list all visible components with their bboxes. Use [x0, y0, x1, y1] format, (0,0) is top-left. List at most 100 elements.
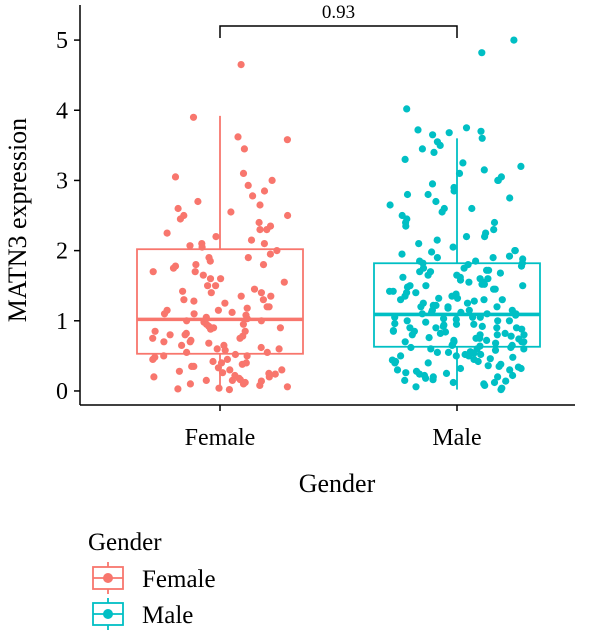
data-point — [518, 325, 526, 333]
data-point — [505, 252, 514, 260]
data-point — [204, 282, 212, 290]
data-point — [495, 362, 503, 370]
data-point — [237, 61, 245, 69]
data-point — [149, 334, 157, 342]
data-point — [424, 190, 432, 199]
y-tick-label: 3 — [56, 168, 68, 194]
x-ticks: Female Male — [185, 405, 482, 451]
data-point — [509, 353, 517, 361]
data-point — [227, 208, 235, 216]
data-point — [459, 159, 467, 167]
data-point — [175, 367, 183, 375]
p-value-label: 0.93 — [322, 2, 355, 23]
data-point — [433, 236, 441, 244]
data-point — [226, 366, 234, 374]
data-point — [406, 282, 414, 290]
x-axis-title: Gender — [299, 469, 376, 498]
data-point — [416, 268, 424, 276]
data-point — [236, 334, 244, 342]
legend-key-dot — [103, 573, 113, 583]
data-point — [448, 292, 456, 300]
data-point — [174, 204, 182, 213]
data-point — [430, 148, 438, 156]
data-point — [506, 194, 514, 202]
data-point — [445, 129, 453, 137]
data-point — [260, 187, 269, 195]
data-point — [247, 236, 256, 244]
data-point — [178, 341, 186, 349]
data-point — [228, 308, 236, 316]
data-point — [160, 310, 169, 318]
data-point — [183, 348, 191, 356]
data-point — [494, 373, 502, 381]
data-point — [198, 243, 206, 251]
data-point — [476, 275, 484, 283]
data-point — [179, 287, 187, 295]
data-point — [174, 385, 182, 393]
iqr-box — [373, 262, 541, 348]
data-point — [455, 169, 464, 177]
data-point — [401, 155, 409, 163]
data-point — [259, 261, 268, 269]
data-point — [453, 294, 462, 302]
data-point — [257, 343, 265, 352]
data-point — [244, 181, 252, 189]
data-point — [505, 317, 513, 325]
data-point — [432, 197, 440, 206]
data-point — [429, 131, 437, 139]
data-point — [276, 324, 284, 332]
data-point — [429, 373, 437, 381]
data-point — [160, 338, 168, 346]
data-point — [403, 105, 411, 113]
data-point — [398, 250, 406, 258]
data-point — [214, 306, 222, 314]
data-point — [214, 364, 222, 372]
data-point — [271, 370, 279, 378]
data-point — [444, 304, 452, 312]
data-point — [176, 215, 184, 223]
data-point — [462, 124, 471, 132]
data-point — [449, 243, 457, 251]
data-point — [386, 201, 394, 209]
data-point — [436, 141, 444, 149]
data-point — [169, 264, 178, 272]
axes: 0 1 2 3 4 5 Female Male Gender MATN3 expressio… — [3, 5, 575, 498]
data-point — [267, 292, 275, 300]
significance-annotation: 0.93 — [219, 2, 458, 39]
data-point — [439, 322, 447, 330]
data-point — [239, 169, 248, 177]
legend-entry-female: Female — [92, 562, 216, 594]
data-point — [239, 380, 248, 388]
data-point — [497, 386, 505, 394]
data-point — [401, 292, 409, 300]
data-point — [478, 322, 486, 330]
data-point — [244, 254, 252, 262]
data-point — [397, 352, 405, 360]
data-point — [239, 320, 247, 328]
data-point — [391, 320, 399, 328]
y-axis-title: MATN3 expression — [3, 118, 32, 322]
data-point — [194, 197, 202, 206]
data-point — [231, 350, 239, 359]
data-point — [452, 352, 460, 360]
data-point — [283, 136, 291, 144]
data-point — [149, 268, 157, 276]
data-point — [180, 296, 188, 304]
data-point — [275, 345, 283, 353]
legend-label: Female — [142, 566, 216, 593]
data-point — [189, 113, 198, 121]
data-point — [456, 364, 465, 373]
legend-label: Male — [142, 602, 193, 629]
legend-entry-male: Male — [92, 598, 193, 630]
legend-key-dot — [103, 609, 113, 619]
data-point — [508, 371, 517, 380]
data-point — [212, 282, 220, 290]
data-point — [215, 384, 223, 392]
data-point — [190, 310, 198, 318]
data-point — [210, 324, 218, 332]
data-point — [498, 296, 506, 304]
data-point — [465, 278, 473, 286]
data-point — [151, 327, 159, 335]
data-point — [219, 369, 227, 377]
data-point — [402, 369, 410, 377]
